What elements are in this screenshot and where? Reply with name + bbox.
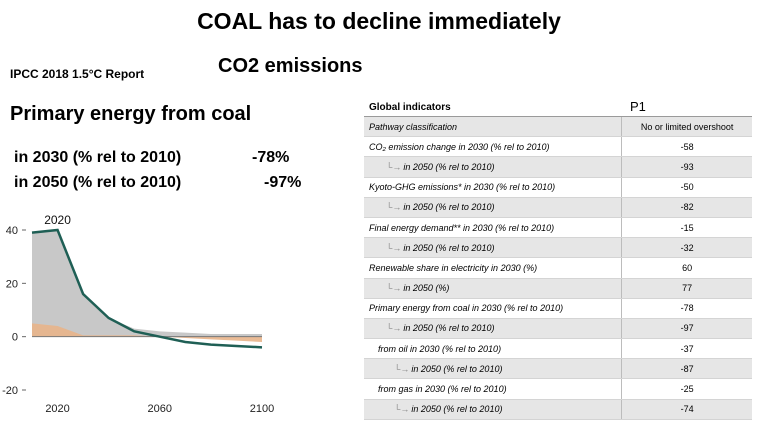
table-row-label: Final energy demand** in 2030 (% rel to … [364, 223, 621, 233]
table-row-value: -87 [621, 359, 752, 379]
chart-subtitle: CO2 emissions [218, 55, 363, 77]
table-row: └→ in 2050 (% rel to 2010) -87 [364, 359, 752, 380]
table-row-label-text: in 2050 (%) [403, 283, 450, 294]
stat-2030-label: in 2030 (% rel to 2010) [14, 149, 182, 166]
table-row-label-text: Pathway classification [369, 121, 458, 132]
table-row-value: -97 [621, 318, 752, 339]
table-row-value: -15 [621, 217, 752, 238]
table-row-value: -37 [621, 339, 752, 359]
table-row-value: -50 [621, 177, 752, 197]
table-row: Pathway classification No or limited over… [364, 117, 752, 138]
table-row-label: Renewable share in electricity in 2030 (… [364, 263, 621, 273]
table-row-label-text: in 2050 (% rel to 2010) [411, 404, 503, 415]
sub-row-arrow-icon: └→ [386, 202, 402, 213]
range-area-grey [32, 230, 262, 337]
sub-row-arrow-icon: └→ [386, 283, 402, 294]
table-row-label: from gas in 2030 (% rel to 2010) [364, 384, 621, 394]
table-row: └→ in 2050 (% rel to 2010) -82 [364, 197, 752, 218]
coal-heading: Primary energy from coal [10, 103, 252, 125]
sub-row-arrow-icon: └→ [386, 242, 402, 253]
table-row-label-text: from gas in 2030 (% rel to 2010) [378, 384, 507, 395]
stat-2030-value: -78% [252, 149, 290, 166]
table-row-label-text: in 2050 (% rel to 2010) [403, 242, 495, 253]
stat-2050-label: in 2050 (% rel to 2010) [14, 174, 182, 191]
table-header-p1: P1 [630, 99, 646, 114]
table-row-value: -93 [621, 157, 752, 177]
table-row-label: └→ in 2050 (% rel to 2010) [364, 364, 621, 374]
y-tick-label: -20 [2, 385, 18, 397]
table-row-value: -74 [621, 399, 752, 419]
table-row-value: No or limited overshoot [621, 117, 752, 137]
table-row-label: Kyoto-GHG emissions* in 2030 (% rel to 2… [364, 182, 621, 192]
table-row-label-text: Primary energy from coal in 2030 (% rel … [369, 303, 564, 314]
y-tick-label: 40 [6, 225, 18, 237]
x-tick-label: 2100 [250, 403, 274, 415]
x-tick-label: 2060 [148, 403, 172, 415]
table-row-label: └→ in 2050 (% rel to 2010) [364, 162, 621, 172]
page-title: COAL has to decline immediately [197, 8, 561, 34]
table-row-label: from oil in 2030 (% rel to 2010) [364, 344, 621, 354]
table-row-value: 60 [621, 258, 752, 278]
table-header-indicators: Global indicators [369, 102, 451, 113]
table-row: └→ in 2050 (%) 77 [364, 278, 752, 299]
chart-annotation: 2020 [44, 213, 71, 227]
y-tick-label: 0 [12, 332, 18, 344]
table-row: Primary energy from coal in 2030 (% rel … [364, 298, 752, 319]
table-row-label-text: Kyoto-GHG emissions* in 2030 (% rel to 2… [369, 182, 556, 193]
table-row-label: └→ in 2050 (% rel to 2010) [364, 404, 621, 414]
table-row-label: └→ in 2050 (%) [364, 283, 621, 293]
table-row: Renewable share in electricity in 2030 (… [364, 258, 752, 279]
stat-2050: in 2050 (% rel to 2010) -97% [14, 174, 301, 192]
table-row-value: 77 [621, 278, 752, 298]
table-row-value: -58 [621, 137, 752, 157]
table-row: CO₂ emission change in 2030 (% rel to 20… [364, 137, 752, 158]
table-row-label: Pathway classification [364, 122, 621, 132]
table-row: └→ in 2050 (% rel to 2010) -32 [364, 238, 752, 259]
emissions-chart: 40 20 0 -20 2020 2060 2100 2020 [2, 213, 274, 415]
table-row: Final energy demand** in 2030 (% rel to … [364, 217, 752, 239]
table-row: └→ in 2050 (% rel to 2010) -97 [364, 318, 752, 340]
table-row: └→ in 2050 (% rel to 2010) -74 [364, 399, 752, 420]
range-area-orange [32, 323, 262, 342]
table-row: └→ in 2050 (% rel to 2010) -93 [364, 157, 752, 178]
table-row-label-text: Renewable share in electricity in 2030 (… [369, 262, 538, 273]
table-row-label-text: in 2050 (% rel to 2010) [403, 323, 495, 334]
table-row-label-text: in 2050 (% rel to 2010) [403, 202, 495, 213]
table-row-label-text: Final energy demand** in 2030 (% rel to … [369, 222, 555, 233]
table-row-value: -78 [621, 298, 752, 318]
table-row-value: -32 [621, 238, 752, 258]
table-row: from gas in 2030 (% rel to 2010) -25 [364, 379, 752, 400]
table-row-label: CO₂ emission change in 2030 (% rel to 20… [364, 142, 621, 152]
stat-2050-value: -97% [264, 174, 302, 191]
indicator-table: Global indicators P1 Pathway classificat… [364, 96, 752, 420]
stat-2030: in 2030 (% rel to 2010) -78% [14, 149, 289, 167]
table-row: Kyoto-GHG emissions* in 2030 (% rel to 2… [364, 177, 752, 198]
emissions-line [31, 228, 263, 349]
table-row-label-text: CO₂ emission change in 2030 (% rel to 20… [369, 141, 550, 152]
table-row-label: └→ in 2050 (% rel to 2010) [364, 323, 621, 333]
table-row: from oil in 2030 (% rel to 2010) -37 [364, 339, 752, 360]
sub-row-arrow-icon: └→ [394, 363, 410, 374]
sub-row-arrow-icon: └→ [386, 323, 402, 334]
table-row-label-text: in 2050 (% rel to 2010) [403, 161, 495, 172]
table-row-value: -25 [621, 379, 752, 399]
x-tick-label: 2020 [45, 403, 69, 415]
source-label: IPCC 2018 1.5°C Report [10, 67, 145, 81]
table-row-label-text: in 2050 (% rel to 2010) [411, 363, 503, 374]
table-row-label: Primary energy from coal in 2030 (% rel … [364, 303, 621, 313]
table-row-label: └→ in 2050 (% rel to 2010) [364, 202, 621, 212]
sub-row-arrow-icon: └→ [394, 404, 410, 415]
table-row-value: -82 [621, 197, 752, 217]
table-row-label: └→ in 2050 (% rel to 2010) [364, 243, 621, 253]
table-body: Pathway classification No or limited over… [364, 117, 752, 420]
sub-row-arrow-icon: └→ [386, 161, 402, 172]
table-header: Global indicators P1 [364, 96, 752, 117]
table-row-label-text: from oil in 2030 (% rel to 2010) [378, 343, 502, 354]
y-tick-label: 20 [6, 278, 18, 290]
